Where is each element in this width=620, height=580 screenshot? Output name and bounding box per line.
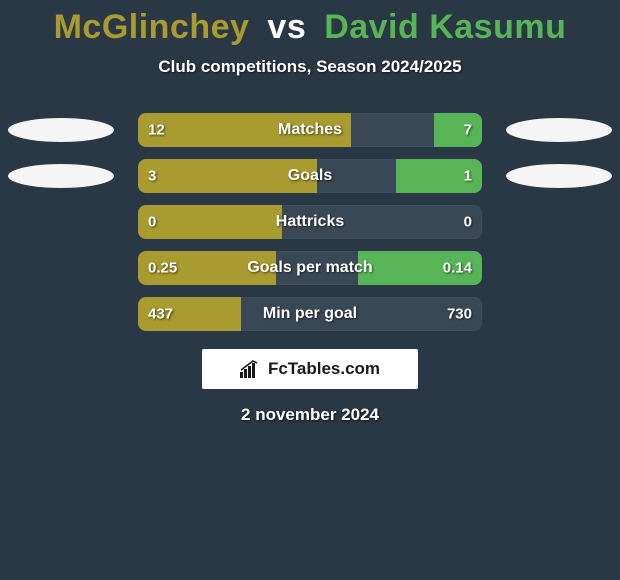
stat-value-right: 0: [464, 214, 472, 231]
stat-bar-right: [434, 113, 482, 147]
stat-label: Matches: [278, 121, 342, 139]
stat-row: 437 730 Min per goal: [0, 297, 620, 331]
chart-icon: [240, 360, 262, 378]
stat-row: 3 1 Goals: [0, 159, 620, 193]
player2-badge: [506, 164, 612, 188]
stat-label: Min per goal: [263, 305, 357, 323]
stat-label: Goals: [288, 167, 332, 185]
comparison-title: McGlinchey vs David Kasumu: [0, 8, 620, 47]
stat-value-left: 3: [148, 168, 156, 185]
stat-bar-left: [138, 205, 282, 239]
player1-name: McGlinchey: [54, 8, 250, 46]
stat-rows: 12 7 Matches 3 1 Goals 0 0 Hattricks 0.25 0.14 Goal…: [0, 113, 620, 331]
stat-value-right: 0.14: [443, 260, 472, 277]
stat-label: Goals per match: [247, 259, 372, 277]
logo-text: FcTables.com: [268, 359, 380, 379]
player2-badge: [506, 118, 612, 142]
source-logo: FcTables.com: [202, 349, 418, 389]
stat-row: 12 7 Matches: [0, 113, 620, 147]
stat-bar: 3 1 Goals: [138, 159, 482, 193]
player1-badge: [8, 164, 114, 188]
player1-badge: [8, 118, 114, 142]
stat-bar: 12 7 Matches: [138, 113, 482, 147]
stat-value-left: 0.25: [148, 260, 177, 277]
stat-value-left: 0: [148, 214, 156, 231]
stat-row: 0.25 0.14 Goals per match: [0, 251, 620, 285]
stat-label: Hattricks: [276, 213, 344, 231]
stat-bar: 0.25 0.14 Goals per match: [138, 251, 482, 285]
stat-value-right: 1: [464, 168, 472, 185]
stat-value-left: 12: [148, 122, 165, 139]
stat-value-right: 730: [447, 306, 472, 323]
comparison-subtitle: Club competitions, Season 2024/2025: [0, 57, 620, 77]
stat-row: 0 0 Hattricks: [0, 205, 620, 239]
stat-bar: 0 0 Hattricks: [138, 205, 482, 239]
comparison-date: 2 november 2024: [0, 405, 620, 425]
vs-label: vs: [259, 8, 314, 46]
player2-name: David Kasumu: [324, 8, 566, 46]
stat-bar: 437 730 Min per goal: [138, 297, 482, 331]
stat-value-right: 7: [464, 122, 472, 139]
stat-value-left: 437: [148, 306, 173, 323]
